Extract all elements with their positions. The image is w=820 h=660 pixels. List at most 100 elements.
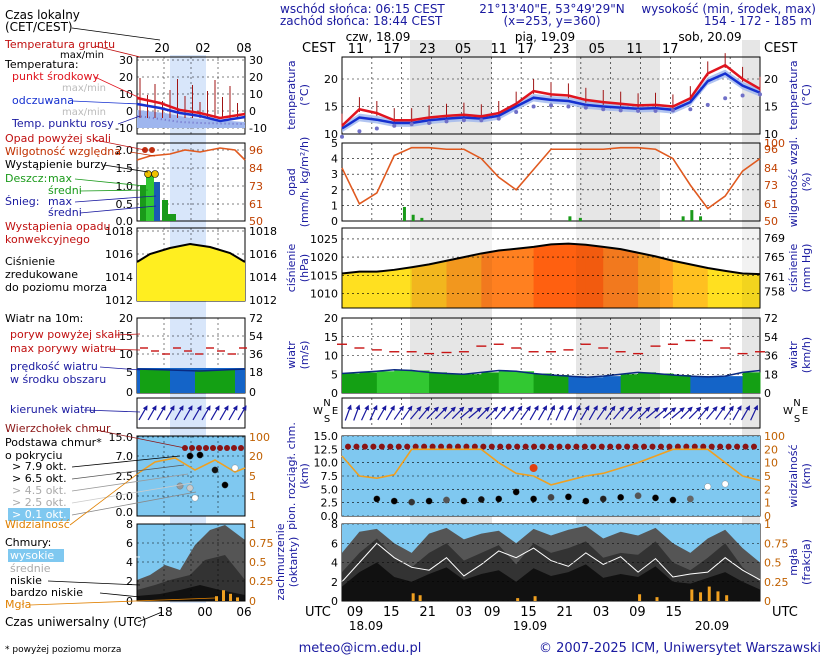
cloud-base-dot [565, 493, 572, 501]
humidity-tick: 100 [764, 137, 785, 150]
axis-unit: (mm Hg) [800, 244, 813, 293]
wind-arrow [750, 404, 758, 421]
legend-arrow-head [205, 405, 211, 411]
hour-bottom: 15 [383, 605, 400, 620]
visibility-tick: 2 [764, 483, 771, 496]
y-tick-label: 1015 [310, 269, 338, 282]
axis-title: ciśnienie [285, 244, 298, 293]
cloud-top-dot [404, 443, 411, 450]
legend-arrow-head [232, 405, 238, 411]
legend-tick-r: 0 [249, 105, 256, 118]
legend-arrow-head [241, 405, 247, 411]
wind-arrow [494, 406, 507, 420]
cloud-base-dot [512, 488, 520, 496]
legend-temp-title: Temperatura: [4, 58, 79, 71]
cloud-top-dot [742, 443, 749, 450]
legend-dew: Temp. punktu rosy [11, 117, 114, 130]
cloud-base-dot [390, 497, 398, 505]
axis-title: zachmurzenie [274, 523, 287, 600]
mmhg-tick: 769 [764, 232, 785, 245]
legend-tick: 5 [126, 366, 133, 379]
axis-unit: (°C) [298, 84, 311, 106]
cloud-top-dot [548, 443, 554, 450]
rain-bar [411, 214, 415, 221]
y-tick-label: 5 [331, 137, 338, 150]
compass-letter: E [802, 406, 808, 417]
hour-top: 11 [491, 42, 508, 57]
legend-time-sub: (CET/CEST) [5, 20, 73, 34]
wind-arrow [654, 407, 668, 419]
cloud-top-dot [438, 443, 445, 450]
wind-arrow [741, 405, 751, 421]
legend-temp-maxmin: max/min [62, 83, 106, 94]
legend-cloud-base: Podstawa chmur* [5, 436, 102, 449]
axis-unit: (km/h) [800, 337, 813, 373]
wind-speed-bar [568, 376, 587, 393]
legend-tick-r: 0 [249, 386, 256, 399]
cloud-top-dot [421, 443, 428, 450]
total-cover-line [341, 542, 761, 583]
y2-tick-label: 20 [764, 73, 778, 86]
timezone-left: CEST [302, 41, 336, 56]
legend-top-dot [203, 445, 209, 451]
dew-point [705, 102, 710, 107]
legend-wind-arrow [156, 405, 166, 421]
legend-pressure-3: do poziomu morza [5, 281, 107, 294]
fog-bar [516, 598, 520, 601]
hour-top: 23 [553, 42, 570, 57]
wind-arrow-head [662, 407, 668, 413]
legend-visibility: Widzialność [5, 518, 70, 531]
legend-top-dot [210, 445, 216, 451]
axis-title: wilgotność wzgl. [787, 137, 800, 227]
legend-connector [107, 348, 141, 351]
legend-fog: Mgła [5, 598, 31, 611]
axis-unit: (frakcja) [800, 539, 813, 585]
legend-tick: 30 [119, 54, 133, 67]
legend-tick-r: 61 [249, 198, 263, 211]
legend-perceived-band [137, 110, 245, 128]
cloud-top-dot [446, 443, 453, 450]
dew-point [740, 93, 745, 98]
legend-perceived-line [136, 102, 246, 123]
legend-connector [47, 580, 141, 586]
legend-tick-r: 1 [249, 518, 256, 531]
cloud-top-dot [395, 443, 402, 450]
cloud-base-dot [634, 492, 642, 500]
dew-point [531, 104, 536, 109]
legend-tick-r: 54 [249, 330, 263, 343]
rain-bar [568, 216, 572, 221]
pressure-line [341, 242, 761, 276]
legend-cl-high: wysokie [10, 549, 54, 562]
legend-fog-bar [222, 590, 225, 601]
legend-connector [99, 592, 141, 598]
cloud-top-dot [581, 443, 588, 450]
wind-arrow [459, 407, 474, 419]
legend-wind-title: Wiatr na 10m: [5, 312, 83, 325]
legend-tick: 20 [119, 312, 133, 325]
compass-letter: W [313, 406, 323, 417]
visibility-tick: 1 [764, 497, 771, 510]
wind-arrow-head [720, 405, 726, 412]
wind-arrow [503, 406, 515, 420]
cloud-top-dot [624, 443, 631, 450]
legend-hour-bottom: 06 [236, 605, 251, 619]
legend-tick: 15.0 [109, 431, 134, 444]
cloud-top-dot [666, 443, 673, 450]
visibility-tick: 20 [764, 443, 778, 456]
hour-top: 11 [348, 42, 365, 57]
cloud-top-dot [539, 443, 546, 450]
legend-tick-r: 0 [249, 595, 256, 608]
legend-connector [94, 45, 141, 58]
dew-point [479, 118, 484, 123]
wind-arrow [555, 404, 564, 421]
y2-tick-label: 15 [764, 101, 778, 114]
pressure-fill [533, 228, 552, 308]
legend-temp-line [136, 96, 246, 120]
pressure-fill [551, 228, 569, 308]
y-tick-label: 0 [331, 595, 338, 608]
compass-letter: S [324, 414, 330, 425]
wind-arrow [723, 405, 734, 420]
storm-dot [529, 464, 538, 472]
legend-night-band [170, 55, 206, 603]
